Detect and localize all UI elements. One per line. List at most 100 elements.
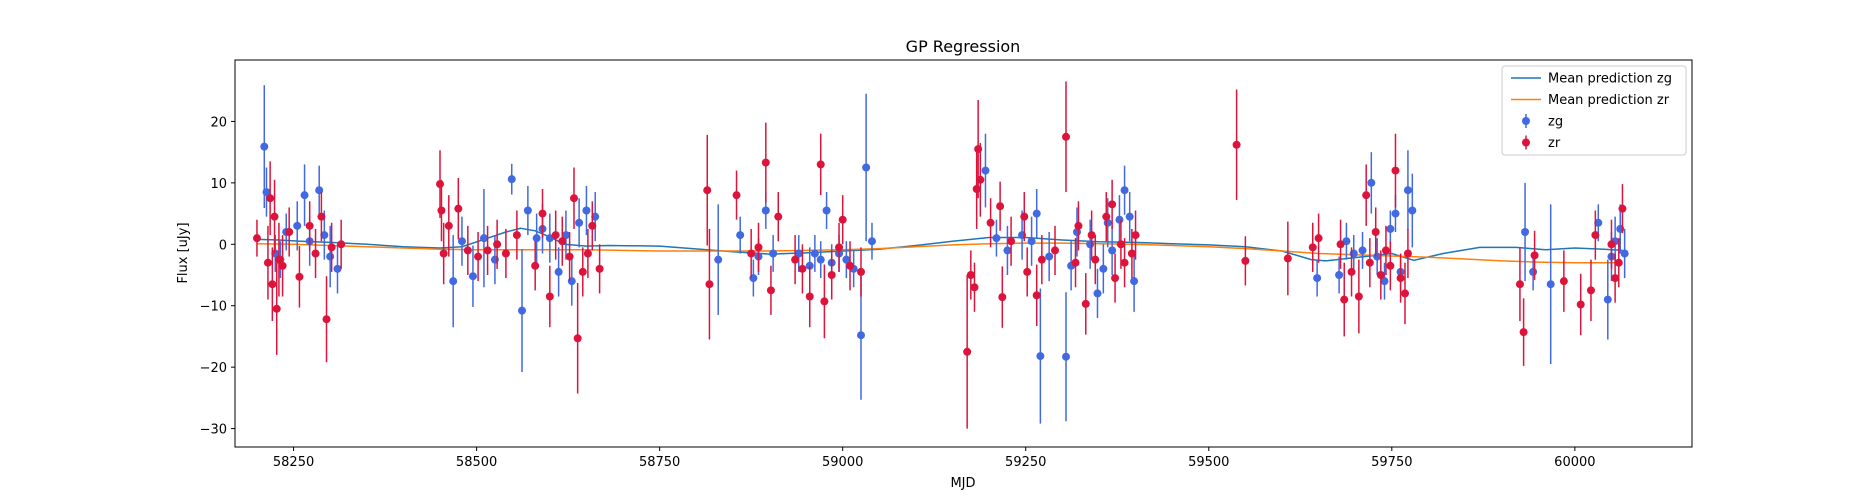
zg-point — [1391, 209, 1400, 218]
zg-point — [479, 234, 488, 243]
zr-point — [1314, 234, 1323, 243]
zg-point — [518, 306, 527, 315]
zr-point — [1365, 258, 1374, 267]
y-tick-label: −30 — [200, 423, 227, 438]
zr-point — [317, 212, 326, 221]
zg-point — [1093, 289, 1102, 298]
zr-point — [1074, 221, 1083, 230]
zr-point — [266, 194, 275, 203]
zg-point — [1546, 280, 1555, 289]
zr-point — [1559, 277, 1568, 286]
zr-point — [1362, 191, 1371, 200]
zg-point — [554, 267, 563, 276]
zr-point — [272, 304, 281, 313]
zr-point — [538, 209, 547, 218]
zr-point — [595, 264, 604, 273]
zr-point — [976, 175, 985, 184]
zr-point — [1371, 228, 1380, 236]
zr-point — [1087, 231, 1096, 240]
zr-point — [1386, 261, 1395, 270]
zr-point — [856, 267, 865, 276]
zg-point — [761, 206, 770, 215]
y-tick-label: 0 — [219, 238, 227, 253]
zg-point — [507, 175, 516, 184]
zg-point — [575, 218, 584, 227]
zg-point — [523, 206, 532, 215]
zr-point — [1023, 267, 1032, 276]
zg-point — [1120, 186, 1129, 195]
y-axis-label: Flux [uJy] — [176, 222, 191, 283]
zr-point — [1340, 295, 1349, 304]
zg-point — [1045, 252, 1054, 261]
legend-entry-mean-zr-label: Mean prediction zr — [1548, 93, 1670, 108]
zr-point — [1381, 246, 1390, 255]
zr-point — [322, 315, 331, 324]
zr-point — [1091, 255, 1100, 264]
zr-point — [1530, 251, 1539, 260]
zg-point — [992, 234, 1001, 243]
zr-point — [327, 243, 336, 252]
zr-point — [501, 249, 510, 258]
zg-point — [1603, 295, 1612, 304]
zr-point — [588, 221, 597, 230]
zg-point — [326, 252, 335, 261]
zg-point — [260, 142, 269, 151]
zg-point — [1529, 267, 1538, 276]
y-tick-label: 10 — [210, 177, 227, 192]
zg-point — [1032, 209, 1041, 218]
zr-point — [295, 272, 304, 281]
zr-point — [531, 261, 540, 270]
zr-point — [1586, 286, 1595, 295]
zr-point — [705, 280, 714, 289]
zr-point — [565, 252, 574, 261]
legend-entry-zr-marker-swatch — [1522, 138, 1530, 147]
chart-title: GP Regression — [906, 37, 1021, 56]
zr-point — [747, 249, 756, 258]
zr-point — [1618, 204, 1627, 213]
zr-point — [474, 252, 483, 261]
zr-point — [583, 249, 592, 258]
zr-point — [436, 180, 445, 189]
zg-point — [981, 166, 990, 175]
zr-point — [791, 255, 800, 264]
zr-point — [766, 286, 775, 295]
zg-point — [816, 255, 825, 264]
zg-point — [293, 221, 302, 230]
zr-point — [1347, 267, 1356, 276]
zr-point — [998, 293, 1007, 302]
zr-point — [305, 221, 314, 230]
zg-point — [457, 237, 466, 246]
zr-point — [463, 246, 472, 255]
axes: 58250 58500 58750 59000 59250 59500 59750 60000… — [200, 115, 1596, 470]
plot-area — [252, 81, 1629, 429]
zg-point — [1620, 249, 1629, 258]
x-axis-label: MJD — [950, 476, 975, 491]
zg-point — [1086, 240, 1095, 249]
zr-point — [512, 231, 521, 240]
zr-point — [820, 297, 829, 306]
zr-point — [483, 246, 492, 255]
zr-point — [493, 240, 502, 249]
legend-entry-zg-label: zg — [1548, 115, 1563, 130]
x-tick-label: 58500 — [456, 455, 497, 470]
zg-point — [300, 191, 309, 200]
zg-point — [769, 249, 778, 258]
zr-point — [285, 228, 294, 236]
x-tick-label: 59250 — [1005, 455, 1046, 470]
zr-point — [703, 186, 712, 195]
zr-point — [1241, 256, 1250, 265]
zr-point — [827, 271, 836, 279]
zg-point — [1335, 271, 1344, 279]
zr-point — [439, 249, 448, 258]
zr-point — [1120, 258, 1129, 267]
zr-point — [1232, 140, 1241, 149]
zg-point — [1403, 186, 1412, 195]
zr-point — [569, 194, 578, 203]
zg-point — [320, 231, 329, 240]
zr-point — [835, 243, 844, 252]
zg-point — [1036, 352, 1045, 361]
zr-point — [268, 280, 277, 289]
zg-point — [1099, 264, 1108, 273]
zr-point — [774, 212, 783, 221]
